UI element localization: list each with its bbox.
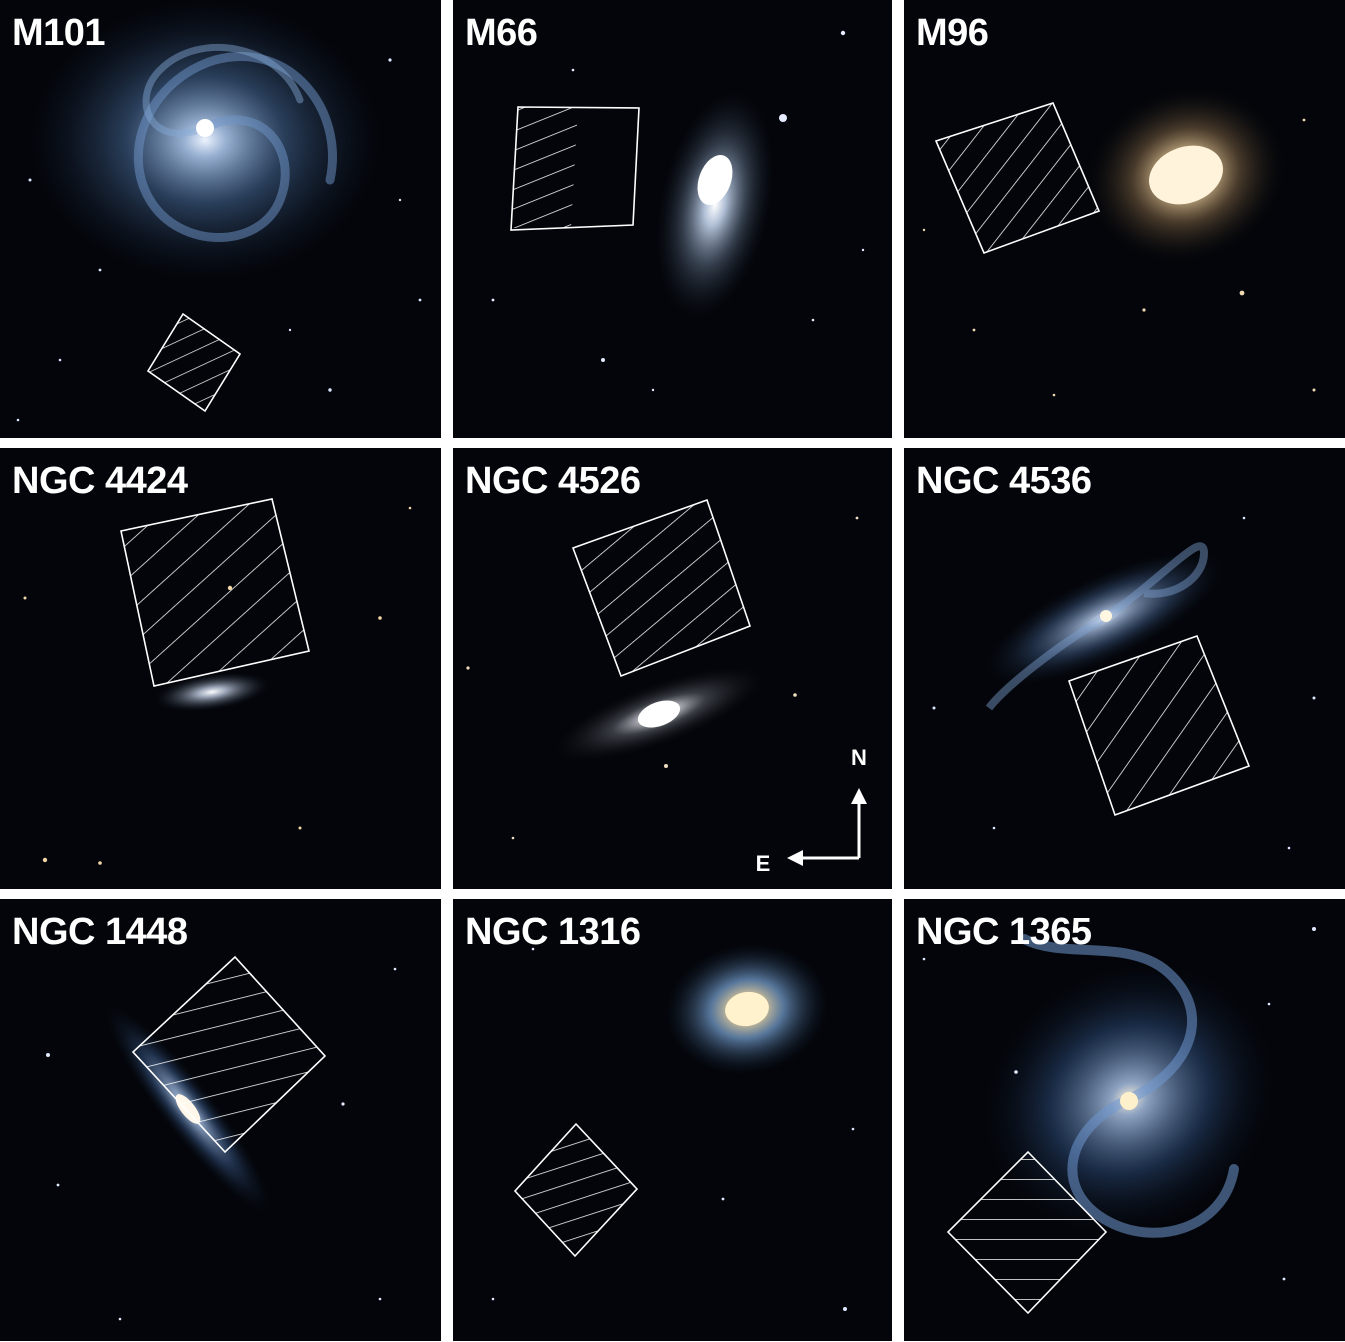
ngc1316-image <box>491 943 855 1311</box>
m101-image <box>16 0 422 422</box>
m96-image <box>922 88 1316 397</box>
panel-label: M101 <box>12 12 106 54</box>
panel-label: NGC 1448 <box>12 911 188 953</box>
panel-ngc4424: NGC 4424 <box>0 448 441 889</box>
galaxy-ngc4424 <box>154 672 270 712</box>
compass-east-label: E <box>756 851 771 876</box>
compass-north-label: N <box>851 745 867 770</box>
footprint-ngc1448 <box>131 955 327 1154</box>
north-arrow-icon <box>851 788 867 804</box>
compass: N E <box>756 745 867 876</box>
panel-ngc4526: N E NGC 4526 <box>453 448 892 889</box>
panel-label: NGC 4536 <box>916 460 1092 502</box>
panel-m101: M101 <box>0 0 441 438</box>
stars-ngc1316 <box>491 947 855 1311</box>
galaxy-m66 <box>656 91 774 319</box>
panel-ngc4536: NGC 4536 <box>904 448 1345 889</box>
galaxy-ngc4536 <box>984 542 1224 711</box>
panel-ngc1365: NGC 1365 <box>904 899 1345 1341</box>
stars-ngc1448 <box>46 967 397 1321</box>
panel-label: M96 <box>916 12 989 54</box>
panel-ngc1316: NGC 1316 <box>453 899 892 1341</box>
panel-label: NGC 1316 <box>465 911 641 953</box>
galaxy-ngc4526 <box>555 666 763 762</box>
ngc1365-image <box>922 927 1316 1315</box>
panel-m66: M66 <box>453 0 892 438</box>
galaxy-m101 <box>30 0 380 280</box>
stars-m66 <box>491 30 865 392</box>
panel-ngc1448: NGC 1448 <box>0 899 441 1341</box>
footprint-ngc4536 <box>1067 634 1251 817</box>
stars-ngc4526 <box>466 516 859 840</box>
stars-ngc4536 <box>932 516 1316 850</box>
panel-label: M66 <box>465 12 538 54</box>
ngc4424-image <box>23 498 412 865</box>
footprint-ngc1316 <box>513 1122 639 1258</box>
footprint-ngc1365 <box>946 1150 1108 1315</box>
stars-m101 <box>16 58 422 422</box>
galaxy-m96 <box>1087 88 1285 262</box>
stars-ngc1365 <box>922 927 1316 1281</box>
ngc4526-image: N E <box>466 498 867 876</box>
galaxy-ngc1365 <box>983 934 1275 1238</box>
stars-ngc4424 <box>23 506 412 865</box>
footprint-m101 <box>146 312 242 413</box>
ngc4536-image <box>932 516 1316 850</box>
footprint-m96 <box>934 102 1101 255</box>
galaxy-ngc1316 <box>665 943 829 1075</box>
panel-label: NGC 1365 <box>916 911 1092 953</box>
ngc1448-image <box>46 955 397 1321</box>
panel-label: NGC 4526 <box>465 460 641 502</box>
panel-m96: M96 <box>904 0 1345 438</box>
stars-m96 <box>922 118 1316 397</box>
footprint-ngc4424 <box>120 498 310 687</box>
east-arrow-icon <box>787 850 803 866</box>
footprint-ngc4526 <box>571 498 752 678</box>
m66-image <box>491 30 865 392</box>
footprint-m66 <box>510 106 640 231</box>
panel-label: NGC 4424 <box>12 460 188 502</box>
